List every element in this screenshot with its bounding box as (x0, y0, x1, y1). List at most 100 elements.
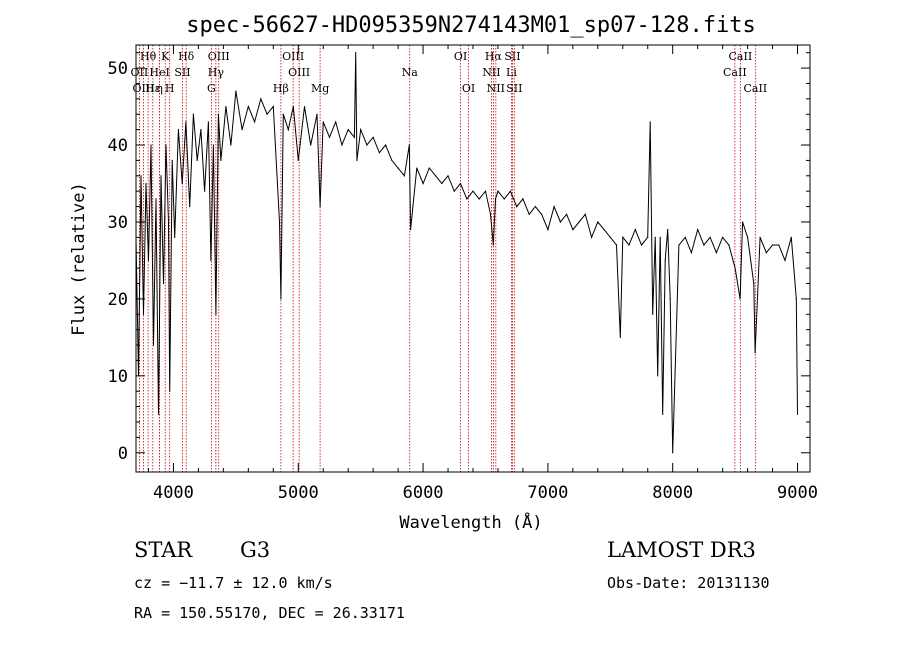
x-tick-label-0: 4000 (153, 483, 194, 503)
data-point-81 (492, 244, 494, 246)
data-point-50 (322, 121, 324, 123)
observation-date: Obs-Date: 20131130 (607, 574, 770, 592)
data-point-31 (225, 105, 227, 108)
data-point-19 (185, 121, 187, 123)
data-point-139 (790, 236, 792, 238)
flux-series (135, 52, 799, 454)
x-tick-label-2: 6000 (403, 483, 444, 503)
data-point-37 (260, 98, 262, 100)
data-point-119 (678, 244, 680, 246)
data-point-124 (709, 236, 711, 238)
data-point-41 (280, 298, 282, 300)
marker-label-14: OIII (288, 66, 310, 79)
data-point-29 (217, 113, 219, 115)
data-point-79 (484, 190, 487, 192)
data-point-34 (241, 129, 243, 131)
data-point-56 (355, 52, 357, 54)
y-tick-label-3: 30 (108, 213, 128, 233)
data-point-121 (690, 252, 693, 254)
marker-label-25: SII (506, 82, 522, 95)
x-tick-label-5: 9000 (777, 483, 818, 503)
marker-label-0: Hθ (140, 50, 157, 63)
data-point-87 (522, 198, 524, 200)
x-tick-label-4: 8000 (652, 483, 693, 503)
y-tick-label-4: 40 (108, 136, 128, 156)
data-point-14 (169, 390, 171, 392)
data-point-94 (566, 213, 568, 215)
marker-label-17: Na (402, 66, 419, 79)
marker-label-11: Hγ (208, 66, 225, 79)
y-tick-label-0: 0 (118, 444, 128, 464)
x-axis: 4000 5000 6000 7000 8000 9000 (147, 45, 818, 503)
data-point-26 (210, 259, 212, 262)
data-point-30 (220, 159, 222, 162)
data-point-33 (235, 90, 237, 92)
data-point-117 (669, 298, 671, 300)
data-point-78 (478, 198, 480, 200)
data-point-113 (659, 236, 661, 238)
data-point-63 (391, 159, 393, 162)
data-point-74 (453, 190, 455, 192)
data-point-141 (796, 413, 799, 415)
data-point-86 (516, 205, 518, 208)
data-point-52 (335, 121, 337, 123)
data-point-66 (408, 144, 410, 146)
data-point-93 (559, 221, 561, 223)
data-point-112 (657, 375, 659, 377)
marker-label-23: SII (504, 50, 520, 63)
marker-label-24: Li (506, 66, 517, 79)
data-point-35 (247, 105, 249, 108)
redshift-velocity: cz = −11.7 ± 12.0 km/s (134, 574, 333, 592)
data-point-73 (447, 175, 449, 177)
data-point-45 (297, 159, 299, 162)
x-tick-label-3: 7000 (527, 483, 568, 503)
data-point-70 (428, 167, 430, 169)
data-point-48 (316, 113, 318, 115)
data-point-133 (754, 352, 756, 354)
data-point-11 (162, 282, 165, 285)
data-point-100 (603, 229, 605, 231)
data-point-96 (578, 221, 580, 223)
data-point-104 (622, 236, 624, 238)
data-point-64 (397, 167, 399, 169)
data-point-53 (341, 144, 343, 146)
data-point-128 (734, 267, 736, 269)
data-point-72 (441, 182, 443, 185)
data-point-24 (204, 190, 206, 192)
data-point-103 (619, 336, 621, 338)
data-point-129 (739, 298, 741, 300)
data-point-10 (160, 175, 162, 177)
data-point-131 (746, 236, 749, 238)
data-point-80 (489, 213, 492, 215)
data-point-43 (287, 129, 289, 131)
marker-label-21: NII (482, 66, 500, 79)
data-point-67 (409, 229, 412, 231)
data-point-51 (328, 136, 331, 138)
data-point-115 (664, 259, 666, 262)
data-point-77 (472, 190, 474, 192)
x-axis-label: Wavelength (Å) (399, 511, 542, 533)
data-point-102 (615, 244, 618, 246)
data-point-125 (715, 252, 717, 254)
data-point-60 (372, 136, 374, 138)
data-point-85 (509, 190, 512, 192)
data-point-134 (759, 236, 761, 238)
data-point-97 (584, 213, 586, 215)
data-point-82 (494, 198, 497, 200)
data-point-55 (353, 136, 356, 138)
plot-frame (135, 44, 811, 473)
data-point-58 (360, 129, 362, 131)
data-point-21 (192, 113, 195, 115)
data-point-5 (147, 259, 150, 262)
data-point-76 (466, 198, 468, 200)
marker-label-26: CaII (729, 50, 753, 63)
data-point-18 (181, 182, 183, 185)
data-point-110 (652, 313, 654, 315)
data-point-120 (684, 236, 686, 238)
data-point-59 (366, 144, 368, 146)
data-point-116 (667, 229, 669, 231)
data-point-4 (145, 182, 147, 185)
data-point-101 (609, 236, 611, 238)
data-point-136 (771, 244, 774, 246)
